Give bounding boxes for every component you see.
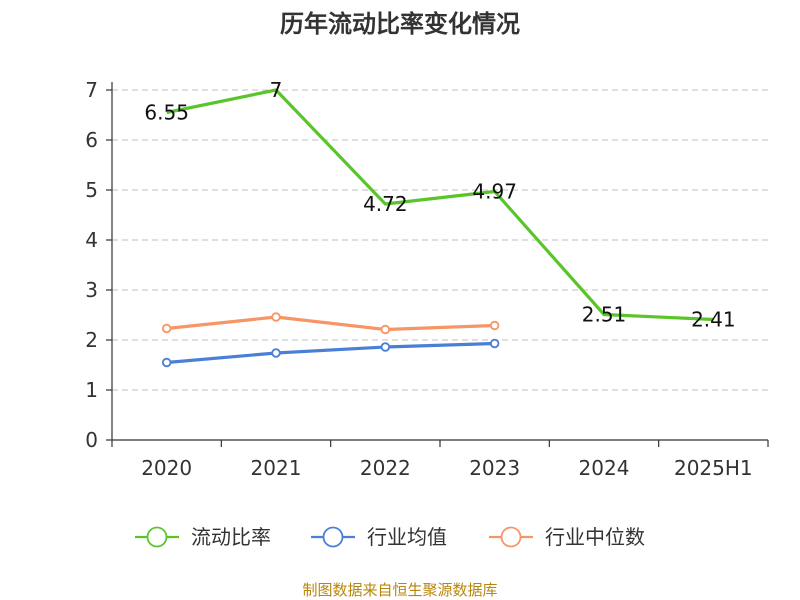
y-tick-label: 5 bbox=[85, 178, 98, 202]
data-label: 4.72 bbox=[363, 192, 408, 216]
legend-item[interactable]: 行业均值 bbox=[311, 525, 447, 549]
series-point bbox=[271, 348, 281, 358]
x-tick-label: 2023 bbox=[469, 456, 520, 480]
series-point bbox=[271, 312, 281, 322]
legend-marker bbox=[146, 526, 168, 548]
x-tick-label: 2025H1 bbox=[674, 456, 753, 480]
x-tick-label: 2022 bbox=[360, 456, 411, 480]
series-point bbox=[161, 323, 172, 334]
series-point bbox=[161, 357, 172, 368]
axes: 0 1 2 3 4 5 6 7 2020 2021 2022 2023 2024 2025H1 bbox=[85, 78, 769, 480]
y-tick-label: 7 bbox=[85, 78, 98, 102]
x-tick-label: 2024 bbox=[579, 456, 630, 480]
legend-label: 行业均值 bbox=[367, 525, 447, 549]
data-label: 4.97 bbox=[472, 180, 517, 204]
series-point bbox=[380, 324, 391, 335]
y-tick-label: 1 bbox=[85, 378, 98, 402]
series-layer: 6.55 7 4.72 4.97 2.51 2.41 bbox=[144, 78, 736, 368]
source-note: 制图数据来自恒生聚源数据库 bbox=[302, 581, 497, 599]
legend[interactable]: 流动比率 行业均值 行业中位数 bbox=[135, 525, 645, 549]
y-tick-label: 6 bbox=[85, 128, 98, 152]
chart-title: 历年流动比率变化情况 bbox=[280, 10, 520, 38]
data-label: 7 bbox=[270, 78, 283, 102]
y-tick-label: 4 bbox=[85, 228, 98, 252]
data-label: 6.55 bbox=[144, 101, 189, 125]
legend-marker bbox=[500, 526, 522, 548]
data-label: 2.41 bbox=[691, 308, 736, 332]
legend-label: 行业中位数 bbox=[545, 525, 645, 549]
legend-label: 流动比率 bbox=[191, 525, 271, 549]
series-point bbox=[489, 338, 500, 349]
legend-marker bbox=[322, 526, 344, 548]
series-line bbox=[166, 315, 495, 332]
y-tick-label: 2 bbox=[85, 328, 98, 352]
legend-item[interactable]: 流动比率 bbox=[135, 525, 271, 549]
x-tick-label: 2021 bbox=[251, 456, 302, 480]
x-tick-label: 2020 bbox=[141, 456, 192, 480]
y-tick-label: 0 bbox=[85, 428, 98, 452]
legend-item[interactable]: 行业中位数 bbox=[489, 525, 645, 549]
series-point bbox=[489, 320, 500, 331]
series-line bbox=[166, 88, 714, 322]
data-label: 2.51 bbox=[582, 303, 627, 327]
y-tick-label: 3 bbox=[85, 278, 98, 302]
series-line bbox=[166, 341, 495, 365]
series-point bbox=[380, 342, 391, 352]
